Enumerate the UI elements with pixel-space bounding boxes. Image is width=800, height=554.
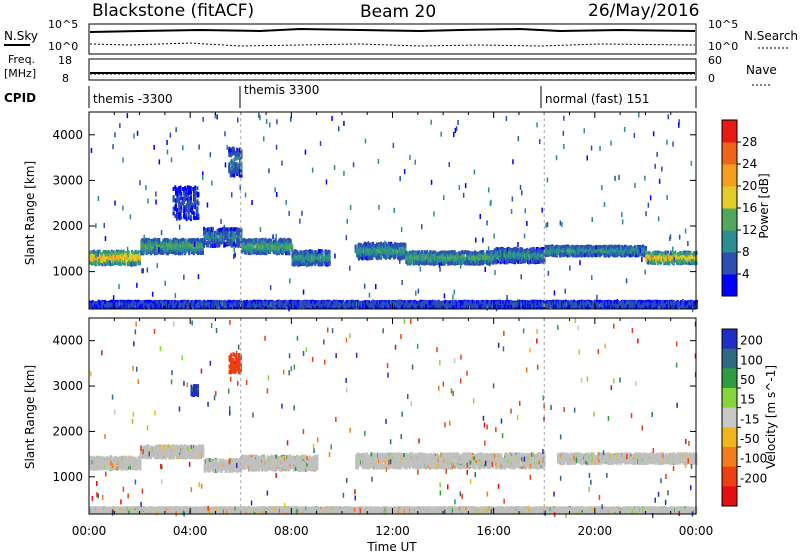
scatter-cell bbox=[287, 245, 289, 249]
scatter-cell bbox=[202, 251, 204, 255]
scatter-cell bbox=[482, 261, 484, 265]
nsearch-tick-bottom: 10^0 bbox=[708, 40, 738, 53]
scatter-cell bbox=[188, 251, 190, 255]
scatter-cell bbox=[540, 254, 542, 258]
nsearch-line bbox=[90, 43, 695, 46]
scatter-cell bbox=[287, 240, 289, 244]
nsky-tick-bottom: 10^0 bbox=[48, 40, 78, 53]
nsky-label: N.Sky bbox=[4, 29, 38, 43]
scatter-cell bbox=[290, 239, 292, 243]
scatter-cell bbox=[517, 260, 519, 264]
scatter-cell bbox=[289, 251, 291, 255]
scatter-cell bbox=[404, 243, 406, 247]
scatter-cell bbox=[224, 243, 226, 247]
scatter-cell bbox=[329, 262, 331, 266]
scatter-cell bbox=[467, 262, 469, 266]
cpid-segment-1: themis -3300 bbox=[93, 92, 173, 106]
scatter-cell bbox=[622, 252, 624, 256]
scatter-cell bbox=[448, 261, 450, 265]
nave-tick-bottom: 0 bbox=[708, 72, 715, 85]
scatter-cell bbox=[645, 246, 647, 250]
freq-label: Freq. bbox=[8, 53, 35, 66]
scatter-cell bbox=[125, 259, 127, 263]
scatter-cell bbox=[91, 262, 93, 266]
scatter-cell bbox=[146, 239, 148, 243]
scatter-cell bbox=[448, 257, 450, 261]
scatter-cell bbox=[622, 246, 624, 250]
scatter-cell bbox=[167, 246, 169, 250]
scatter-cell bbox=[467, 251, 469, 255]
scatter-cell bbox=[204, 241, 206, 245]
scatter-cell bbox=[217, 239, 219, 243]
nsearch-tick-top: 10^5 bbox=[708, 18, 738, 31]
scatter-cell bbox=[484, 255, 486, 259]
freq-unit: [MHz] bbox=[4, 67, 36, 80]
nsky-strip-frame bbox=[89, 24, 696, 54]
scatter-cell bbox=[371, 256, 373, 260]
scatter-cell bbox=[360, 243, 362, 247]
nsky-line bbox=[90, 29, 695, 32]
scatter-cell bbox=[369, 243, 371, 247]
nave-tick-top: 60 bbox=[708, 54, 722, 67]
scatter-cell bbox=[217, 244, 219, 248]
scatter-cell bbox=[291, 248, 293, 252]
scatter-cell bbox=[135, 254, 137, 258]
nsearch-label: N.Search bbox=[744, 29, 798, 43]
date-title: 26/May/2016 bbox=[588, 1, 700, 21]
cpid-label: CPID bbox=[4, 91, 36, 105]
scatter-cell bbox=[125, 253, 127, 257]
scatter-cell bbox=[464, 250, 466, 254]
scatter-cell bbox=[116, 259, 118, 263]
scatter-cell bbox=[167, 239, 169, 243]
scatter-cell bbox=[488, 251, 490, 255]
scatter-cell bbox=[217, 229, 219, 233]
scatter-cell bbox=[212, 227, 214, 231]
scatter-cell bbox=[158, 240, 160, 244]
scatter-cell bbox=[432, 251, 434, 255]
scatter-cell bbox=[647, 261, 649, 265]
scatter-cell bbox=[139, 261, 141, 265]
scatter-cell bbox=[135, 261, 137, 265]
scatter-cell bbox=[664, 251, 666, 255]
station-title: Blackstone (fitACF) bbox=[92, 1, 254, 21]
freq-tick-bottom: 8 bbox=[62, 72, 69, 85]
cpid-segment-2: themis 3300 bbox=[244, 83, 319, 97]
scatter-cell bbox=[484, 260, 486, 264]
nave-label: Nave bbox=[746, 63, 777, 77]
freq-strip-frame bbox=[89, 59, 696, 80]
cpid-segment-3: normal (fast) 151 bbox=[545, 92, 649, 106]
scatter-cell bbox=[218, 242, 220, 246]
freq-tick-top: 18 bbox=[58, 54, 72, 67]
beam-title: Beam 20 bbox=[360, 2, 436, 22]
scatter-cell bbox=[322, 252, 324, 256]
scatter-cell bbox=[369, 252, 371, 256]
radar-range-time-figure: Blackstone (fitACF) Beam 20 26/May/2016 … bbox=[0, 0, 800, 554]
scatter-cell bbox=[297, 250, 299, 254]
scatter-cell bbox=[448, 251, 450, 255]
nsky-tick-top: 10^5 bbox=[48, 18, 78, 31]
scatter-cell bbox=[287, 251, 289, 255]
